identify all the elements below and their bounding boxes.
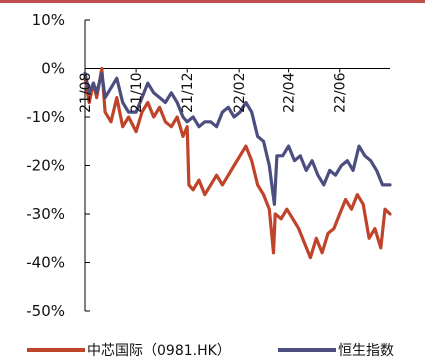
series-line-1 [83, 66, 392, 260]
x-tick-label: 22/06 [333, 72, 349, 112]
top-border-rule [0, 0, 425, 3]
y-tick-label: -40% [26, 254, 65, 272]
y-tick-label: 0% [41, 60, 65, 78]
legend-label-1: 中芯国际（0981.HK） [87, 343, 231, 359]
legend: 中芯国际（0981.HK） 恒生指数 [27, 343, 394, 359]
legend-label-2: 恒生指数 [338, 343, 394, 359]
axes-layer: 10% 0% -10% -20% -30% -40% -50% [26, 11, 390, 320]
y-tick-label: -10% [26, 108, 65, 126]
x-tick-label: 21/08 [78, 73, 94, 113]
x-tick-label: 21/12 [180, 73, 196, 113]
y-tick-label: -50% [26, 302, 65, 320]
x-tick-label: 21/10 [129, 73, 145, 113]
x-tick-labels: 21/08 21/10 21/12 22/02 22/04 22/06 [78, 68, 349, 113]
series-layer [83, 66, 392, 260]
y-tick-label: 10% [32, 11, 65, 29]
y-tick-label: -30% [26, 205, 65, 223]
y-tick-label: -20% [26, 157, 65, 175]
x-tick-label: 22/02 [232, 73, 248, 113]
series-line-2 [83, 71, 392, 206]
x-tick-label: 22/04 [282, 72, 298, 112]
